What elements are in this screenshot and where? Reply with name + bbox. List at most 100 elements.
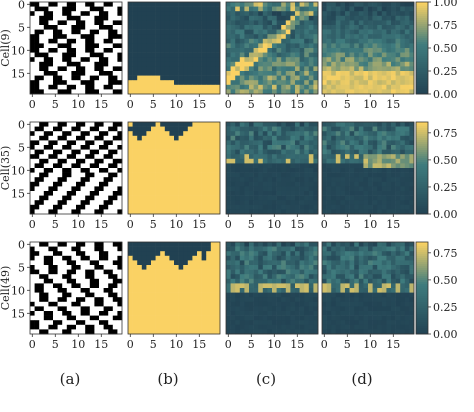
heat-cell bbox=[295, 306, 300, 312]
heat-cell bbox=[258, 163, 264, 169]
heat-cell bbox=[160, 158, 166, 164]
heat-cell bbox=[155, 255, 161, 261]
heat-cell bbox=[164, 324, 170, 330]
heat-cell bbox=[39, 140, 45, 146]
heat-cell bbox=[295, 297, 300, 303]
y-tick-label: 15 bbox=[11, 307, 25, 320]
heat-cell bbox=[340, 186, 346, 192]
heat-cell bbox=[71, 140, 77, 146]
heat-cell bbox=[272, 135, 277, 141]
heat-cell bbox=[76, 131, 81, 137]
heat-cell bbox=[368, 80, 373, 86]
heat-cell bbox=[30, 34, 35, 40]
heat-cell bbox=[335, 301, 341, 307]
heat-cell bbox=[141, 2, 147, 7]
heat-cell bbox=[285, 242, 291, 247]
heat-cell bbox=[363, 265, 369, 270]
heat-cell bbox=[272, 255, 277, 261]
heat-cell bbox=[386, 246, 392, 252]
heat-cell bbox=[285, 11, 291, 17]
heat-cell bbox=[89, 11, 95, 17]
heat-cell bbox=[354, 131, 360, 137]
heat-cell bbox=[43, 172, 49, 178]
heat-cell bbox=[285, 195, 291, 201]
heat-cell bbox=[80, 283, 86, 289]
heat-cell bbox=[239, 6, 245, 12]
heat-cell bbox=[112, 80, 118, 86]
heat-cell bbox=[178, 71, 184, 76]
heat-cell bbox=[197, 52, 202, 58]
heat-cell bbox=[183, 181, 189, 187]
heat-cell bbox=[108, 301, 114, 307]
heat-cell bbox=[164, 288, 170, 293]
heat-cell bbox=[48, 66, 54, 72]
colorbar-step bbox=[416, 82, 428, 85]
heatmap-r1-c1 bbox=[128, 122, 221, 215]
heat-cell bbox=[276, 34, 282, 40]
heat-cell bbox=[210, 48, 216, 53]
heat-cell bbox=[117, 311, 123, 316]
heat-cell bbox=[290, 48, 296, 53]
heat-cell bbox=[276, 191, 282, 196]
heat-cell bbox=[192, 145, 198, 150]
heat-cell bbox=[258, 315, 264, 321]
heat-cell bbox=[201, 84, 207, 90]
heat-cell bbox=[76, 84, 81, 90]
heat-cell bbox=[331, 191, 337, 196]
heat-cell bbox=[340, 172, 346, 178]
heat-cell bbox=[386, 311, 392, 316]
heat-cell bbox=[372, 278, 378, 284]
heat-cell bbox=[201, 301, 207, 307]
heat-cell bbox=[178, 6, 184, 12]
heat-cell bbox=[103, 48, 109, 53]
heat-cell bbox=[230, 52, 236, 58]
heat-cell bbox=[39, 265, 45, 270]
heat-cell bbox=[103, 191, 109, 196]
heat-cell bbox=[391, 191, 396, 196]
heat-cell bbox=[117, 43, 123, 49]
heat-cell bbox=[85, 25, 91, 30]
heat-cell bbox=[400, 260, 406, 266]
heat-cell bbox=[272, 145, 277, 150]
heat-cell bbox=[76, 6, 81, 12]
heat-cell bbox=[262, 186, 268, 192]
heat-cell bbox=[267, 15, 273, 21]
heat-cell bbox=[34, 195, 40, 201]
heat-cell bbox=[66, 140, 72, 146]
heat-cell bbox=[85, 6, 91, 12]
heat-cell bbox=[137, 61, 143, 67]
heat-cell bbox=[258, 57, 264, 63]
heat-cell bbox=[187, 84, 193, 90]
heat-cell bbox=[94, 283, 100, 289]
heat-cell bbox=[313, 6, 319, 12]
heat-cell bbox=[295, 168, 300, 173]
heat-cell bbox=[395, 2, 401, 7]
heat-cell bbox=[235, 126, 241, 132]
heat-cell bbox=[381, 251, 387, 257]
heat-cell bbox=[66, 251, 72, 257]
heat-cell bbox=[206, 186, 212, 192]
heat-cell bbox=[66, 145, 72, 150]
heat-cell bbox=[363, 126, 369, 132]
heat-cell bbox=[169, 306, 175, 312]
panel-frame bbox=[321, 1, 415, 95]
heat-cell bbox=[137, 131, 143, 137]
heat-cell bbox=[34, 306, 40, 312]
heatmap-r1-c3 bbox=[322, 122, 415, 215]
heat-cell bbox=[391, 297, 396, 303]
heat-cell bbox=[80, 269, 86, 275]
heat-cell bbox=[108, 66, 114, 72]
heat-cell bbox=[226, 168, 231, 173]
colorbar-step bbox=[416, 78, 428, 81]
heat-cell bbox=[132, 278, 138, 284]
heat-cell bbox=[80, 48, 86, 53]
heat-cell bbox=[290, 43, 296, 49]
heat-cell bbox=[244, 57, 250, 63]
heat-cell bbox=[89, 200, 95, 206]
heat-cell bbox=[386, 52, 392, 58]
heat-cell bbox=[62, 34, 68, 40]
heat-cell bbox=[235, 278, 241, 284]
heat-cell bbox=[108, 172, 114, 178]
heat-cell bbox=[349, 251, 355, 257]
heat-cell bbox=[201, 297, 207, 303]
